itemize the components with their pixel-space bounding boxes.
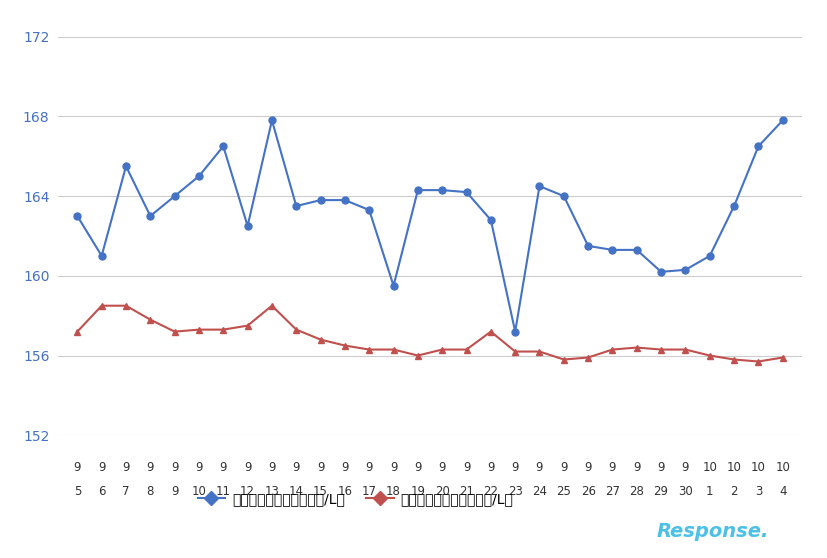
Text: 9: 9	[681, 461, 689, 474]
Text: 12: 12	[240, 485, 255, 498]
Text: 9: 9	[122, 461, 130, 474]
Text: 22: 22	[483, 485, 499, 498]
Text: 17: 17	[361, 485, 377, 498]
Text: 1: 1	[706, 485, 714, 498]
Text: 9: 9	[244, 461, 251, 474]
Text: 9: 9	[195, 461, 203, 474]
Text: 9: 9	[98, 461, 105, 474]
Text: 29: 29	[653, 485, 668, 498]
Text: 28: 28	[629, 485, 644, 498]
Text: 10: 10	[702, 461, 717, 474]
Text: 9: 9	[438, 461, 446, 474]
Text: 9: 9	[293, 461, 300, 474]
Text: 16: 16	[337, 485, 352, 498]
Text: 11: 11	[216, 485, 231, 498]
Text: 9: 9	[487, 461, 495, 474]
Text: 27: 27	[605, 485, 620, 498]
Text: 10: 10	[192, 485, 207, 498]
Text: 10: 10	[727, 461, 742, 474]
Text: 9: 9	[366, 461, 373, 474]
Text: 4: 4	[779, 485, 786, 498]
Text: 9: 9	[390, 461, 397, 474]
Text: 2: 2	[730, 485, 738, 498]
Text: 9: 9	[657, 461, 665, 474]
Text: Response.: Response.	[657, 522, 769, 541]
Text: 9: 9	[342, 461, 349, 474]
Text: 10: 10	[775, 461, 790, 474]
Text: 18: 18	[386, 485, 401, 498]
Text: 5: 5	[74, 485, 81, 498]
Text: 3: 3	[755, 485, 762, 498]
Text: 9: 9	[317, 461, 324, 474]
Text: 10: 10	[751, 461, 766, 474]
Text: 30: 30	[678, 485, 693, 498]
Text: 26: 26	[581, 485, 595, 498]
Text: 13: 13	[265, 485, 280, 498]
Text: 14: 14	[289, 485, 304, 498]
Text: 20: 20	[435, 485, 450, 498]
Text: 9: 9	[219, 461, 227, 474]
Text: 25: 25	[557, 485, 571, 498]
Text: 9: 9	[463, 461, 471, 474]
Text: 9: 9	[171, 461, 179, 474]
Text: 8: 8	[146, 485, 154, 498]
Text: 9: 9	[609, 461, 616, 474]
Text: 7: 7	[122, 485, 130, 498]
Text: 6: 6	[98, 485, 105, 498]
Text: 9: 9	[536, 461, 543, 474]
Text: 21: 21	[459, 485, 474, 498]
Text: 23: 23	[508, 485, 523, 498]
Text: 9: 9	[511, 461, 519, 474]
Text: 9: 9	[414, 461, 422, 474]
Text: 9: 9	[74, 461, 81, 474]
Text: 9: 9	[146, 461, 154, 474]
Text: 19: 19	[410, 485, 425, 498]
Text: 24: 24	[532, 485, 547, 498]
Text: 15: 15	[313, 485, 328, 498]
Legend: レギュラー看板価格（円/L）, レギュラー実売価格（円/L）: レギュラー看板価格（円/L）, レギュラー実売価格（円/L）	[192, 487, 519, 512]
Text: 9: 9	[560, 461, 567, 474]
Text: 9: 9	[633, 461, 641, 474]
Text: 9: 9	[268, 461, 275, 474]
Text: 9: 9	[585, 461, 592, 474]
Text: 9: 9	[171, 485, 179, 498]
